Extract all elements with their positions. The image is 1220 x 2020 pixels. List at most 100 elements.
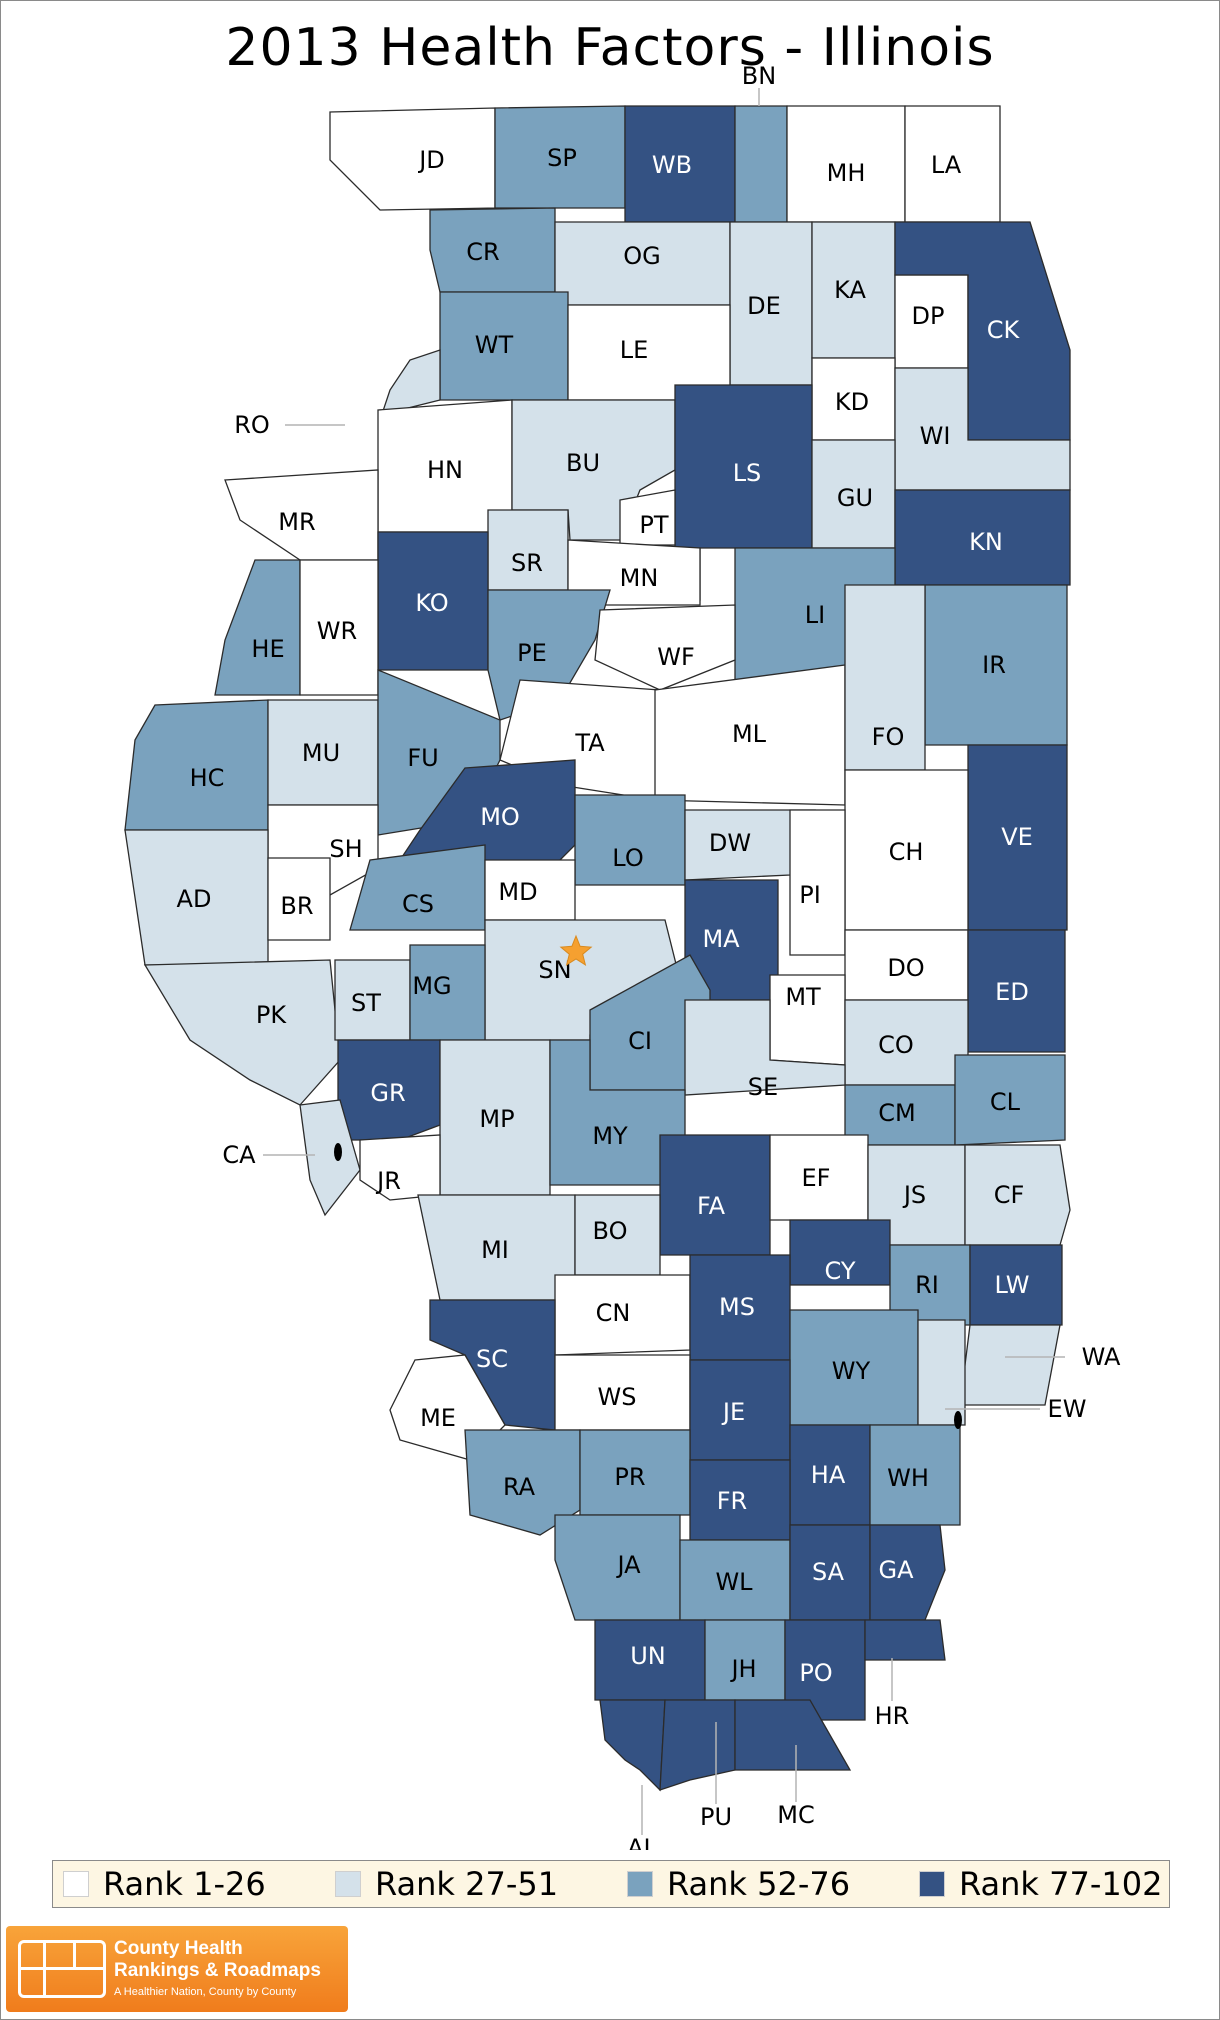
county-label-ed: ED: [995, 978, 1029, 1006]
legend-swatch: [627, 1871, 653, 1897]
county-label-cf: CF: [994, 1181, 1025, 1209]
county-label-ms: MS: [719, 1293, 755, 1321]
county-label-ef: EF: [802, 1164, 831, 1192]
county-label-br: BR: [280, 892, 313, 920]
county-pu[interactable]: [659, 1699, 736, 1791]
county-label-mg: MG: [412, 972, 451, 1000]
county-label-wr: WR: [317, 617, 357, 645]
county-pk[interactable]: [143, 959, 341, 1106]
county-label-bu: BU: [566, 449, 600, 477]
county-label-sc: SC: [476, 1345, 508, 1373]
map-title: 2013 Health Factors - Illinois: [225, 18, 995, 78]
county-label-wa: WA: [1082, 1343, 1121, 1371]
legend-item-rank-77-102: Rank 77-102: [919, 1861, 1162, 1907]
county-my[interactable]: [549, 1039, 686, 1186]
county-label-ml: ML: [732, 720, 767, 748]
county-wf[interactable]: [594, 604, 736, 691]
county-wa[interactable]: [959, 1324, 1061, 1406]
county-label-ch: CH: [889, 838, 924, 866]
county-pt[interactable]: [619, 489, 676, 546]
county-label-wf: WF: [657, 643, 695, 671]
county-label-wt: WT: [475, 331, 514, 359]
county-label-mr: MR: [278, 508, 315, 536]
county-label-wl: WL: [715, 1568, 753, 1596]
county-label-dw: DW: [709, 829, 751, 857]
county-label-pi: PI: [799, 881, 821, 909]
border-marker: [954, 1411, 962, 1429]
county-cl[interactable]: [954, 1054, 1066, 1146]
county-al[interactable]: [599, 1699, 666, 1792]
county-label-wi: WI: [920, 422, 951, 450]
county-br[interactable]: [267, 857, 331, 941]
county-ew[interactable]: [917, 1319, 966, 1426]
county-mc[interactable]: [734, 1699, 852, 1771]
county-label-do: DO: [887, 954, 924, 982]
county-label-ir: IR: [982, 651, 1006, 679]
illinois-county-map: JD SP WB BN MH LA CR OG DE KA DP CK WT LE RO KD WI HN BU LS…: [124, 62, 1121, 1850]
county-label-hr: HR: [875, 1702, 910, 1730]
county-label-sr: SR: [511, 549, 543, 577]
county-label-lw: LW: [995, 1271, 1030, 1299]
county-label-pr: PR: [614, 1463, 645, 1491]
county-label-kn: KN: [969, 528, 1003, 556]
county-label-bo: BO: [593, 1217, 628, 1245]
county-label-cm: CM: [878, 1099, 915, 1127]
county-ga[interactable]: [869, 1524, 946, 1621]
county-label-jd: JD: [417, 146, 445, 174]
county-label-sn: SN: [538, 956, 571, 984]
county-label-ve: VE: [1001, 823, 1033, 851]
county-po[interactable]: [784, 1619, 866, 1721]
legend-item-rank-52-76: Rank 52-76: [627, 1861, 850, 1907]
county-label-ck: CK: [987, 316, 1021, 344]
county-label-ka: KA: [834, 276, 866, 304]
county-health-rankings-logo[interactable]: County Health Rankings & Roadmaps A Heal…: [6, 1926, 348, 2012]
county-label-ri: RI: [915, 1271, 939, 1299]
county-label-fu: FU: [407, 744, 438, 772]
county-label-ew: EW: [1048, 1395, 1087, 1423]
county-label-je: JE: [721, 1398, 745, 1426]
county-ca[interactable]: [299, 1099, 361, 1217]
county-label-gr: GR: [370, 1079, 405, 1107]
county-label-co: CO: [878, 1031, 914, 1059]
county-label-pu: PU: [700, 1803, 732, 1831]
county-label-hc: HC: [190, 764, 225, 792]
county-label-al: AL: [627, 1834, 657, 1850]
county-mn[interactable]: [567, 539, 701, 606]
county-label-wb: WB: [652, 151, 692, 179]
county-he[interactable]: [214, 559, 301, 696]
county-label-mh: MH: [827, 159, 866, 187]
county-label-jr: JR: [375, 1167, 401, 1195]
county-label-lo: LO: [612, 844, 643, 872]
county-label-my: MY: [592, 1122, 628, 1150]
county-label-dp: DP: [912, 302, 945, 330]
star-icon: [559, 934, 593, 966]
county-label-ta: TA: [574, 729, 605, 757]
legend-swatch: [63, 1871, 89, 1897]
logo-tagline: A Healthier Nation, County by County: [114, 1986, 297, 1998]
county-jr[interactable]: [359, 1134, 441, 1201]
county-hr[interactable]: [864, 1619, 946, 1661]
legend-label: Rank 27-51: [375, 1865, 559, 1903]
county-label-mn: MN: [620, 564, 659, 592]
county-jd[interactable]: [329, 107, 496, 211]
county-label-wh: WH: [887, 1464, 929, 1492]
county-label-st: ST: [351, 989, 381, 1017]
logo-name-line2: Rankings & Roadmaps: [114, 1960, 321, 1981]
legend-label: Rank 77-102: [959, 1865, 1163, 1903]
county-label-ro: RO: [234, 411, 270, 439]
county-label-ra: RA: [503, 1473, 536, 1501]
county-label-gu: GU: [837, 484, 873, 512]
county-label-ad: AD: [177, 885, 212, 913]
county-label-kd: KD: [835, 388, 869, 416]
county-bn[interactable]: [734, 105, 788, 223]
county-label-mo: MO: [480, 803, 520, 831]
county-label-pe: PE: [517, 639, 547, 667]
legend-item-rank-1-26: Rank 1-26: [63, 1861, 266, 1907]
county-wh[interactable]: [869, 1424, 961, 1526]
county-lw[interactable]: [969, 1244, 1063, 1326]
county-label-sa: SA: [812, 1558, 845, 1586]
border-marker: [334, 1143, 342, 1161]
county-label-fo: FO: [872, 723, 905, 751]
county-label-sp: SP: [547, 144, 577, 172]
county-cf[interactable]: [964, 1144, 1071, 1246]
